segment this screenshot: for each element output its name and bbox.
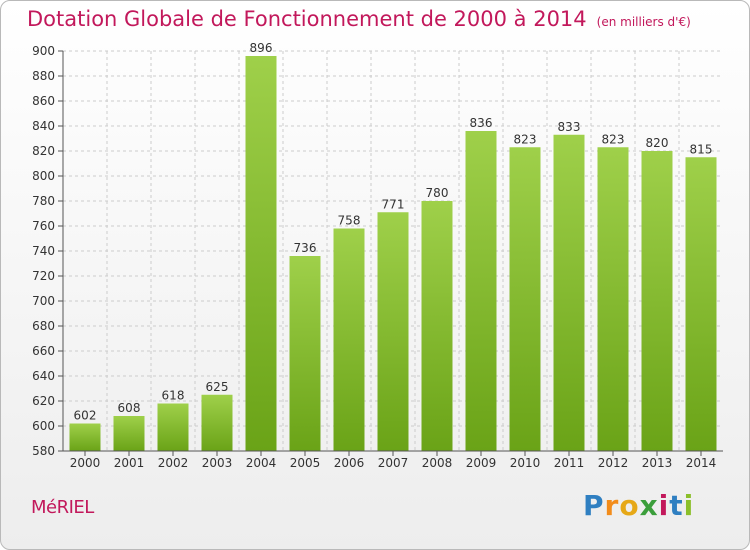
y-tick-label: 840 xyxy=(32,119,55,133)
y-tick-label: 880 xyxy=(32,69,55,83)
y-tick-label: 900 xyxy=(32,44,55,58)
y-tick-label: 600 xyxy=(32,419,55,433)
x-tick-label-2012: 2012 xyxy=(598,456,629,470)
y-tick-label: 580 xyxy=(32,444,55,458)
x-tick-label-2002: 2002 xyxy=(158,456,189,470)
logo-letter: i xyxy=(658,489,670,522)
bar-2013 xyxy=(641,151,673,451)
y-tick-label: 680 xyxy=(32,319,55,333)
logo-letter: i xyxy=(683,489,695,522)
logo-letter: r xyxy=(604,489,620,522)
data-label-2012: 823 xyxy=(602,132,625,146)
bar-2014 xyxy=(685,157,717,451)
data-label-2006: 758 xyxy=(338,214,361,228)
logo-letter: t xyxy=(669,489,684,522)
bar-2009 xyxy=(465,131,497,451)
bar-2001 xyxy=(113,416,145,451)
data-label-2008: 780 xyxy=(426,186,449,200)
y-tick-label: 860 xyxy=(32,94,55,108)
data-label-2000: 602 xyxy=(74,409,97,423)
y-tick-label: 780 xyxy=(32,194,55,208)
x-tick-label-2001: 2001 xyxy=(114,456,145,470)
y-tick-label: 740 xyxy=(32,244,55,258)
chart-title-text: Dotation Globale de Fonctionnement de 20… xyxy=(27,7,587,31)
logo-letter: o xyxy=(619,489,640,522)
data-label-2009: 836 xyxy=(470,116,493,130)
data-label-2005: 736 xyxy=(294,241,317,255)
bar-2000 xyxy=(69,423,101,451)
logo-letter: P xyxy=(583,489,605,522)
bar-2004 xyxy=(245,56,277,451)
x-tick-label-2013: 2013 xyxy=(642,456,673,470)
data-label-2007: 771 xyxy=(382,197,405,211)
data-label-2010: 823 xyxy=(514,132,537,146)
data-label-2011: 833 xyxy=(558,120,581,134)
proxiti-logo[interactable]: Proxiti xyxy=(583,489,694,522)
y-tick-label: 620 xyxy=(32,394,55,408)
data-labels: 602 608 618 625 896 736 758 771 780 836 823 833 823 8… xyxy=(74,41,713,423)
bar-2012 xyxy=(597,147,629,451)
bar-2002 xyxy=(157,403,189,451)
data-label-2013: 820 xyxy=(646,136,669,150)
y-tick-label: 720 xyxy=(32,269,55,283)
x-tick-label-2006: 2006 xyxy=(334,456,365,470)
chart-unit: (en milliers d'€) xyxy=(596,15,691,29)
bar-2010 xyxy=(509,147,541,451)
x-tick-label-2004: 2004 xyxy=(246,456,277,470)
bar-2007 xyxy=(377,212,409,451)
axes: 580 600 620 640 660 680 700 720 740 760 780 800 820 8… xyxy=(32,44,723,470)
x-tick-label-2009: 2009 xyxy=(466,456,497,470)
bar-2005 xyxy=(289,256,321,451)
bar-2008 xyxy=(421,201,453,451)
data-label-2001: 608 xyxy=(118,401,141,415)
y-tick-label: 700 xyxy=(32,294,55,308)
y-tick-label: 820 xyxy=(32,144,55,158)
x-tick-label-2010: 2010 xyxy=(510,456,541,470)
data-label-2004: 896 xyxy=(250,41,273,55)
y-tick-label: 800 xyxy=(32,169,55,183)
data-label-2003: 625 xyxy=(206,380,229,394)
bars xyxy=(69,56,717,451)
chart-title: Dotation Globale de Fonctionnement de 20… xyxy=(27,7,691,31)
y-tick-label: 640 xyxy=(32,369,55,383)
bar-2006 xyxy=(333,228,365,451)
x-tick-label-2008: 2008 xyxy=(422,456,453,470)
bar-2011 xyxy=(553,134,585,451)
x-tick-label-2003: 2003 xyxy=(202,456,233,470)
y-tick-label: 660 xyxy=(32,344,55,358)
y-tick-label: 760 xyxy=(32,219,55,233)
x-tick-label-2007: 2007 xyxy=(378,456,409,470)
data-label-2014: 815 xyxy=(690,142,713,156)
logo-letter: x xyxy=(639,489,659,522)
data-label-2002: 618 xyxy=(162,389,185,403)
x-tick-label-2014: 2014 xyxy=(686,456,717,470)
commune-name: MéRIEL xyxy=(31,497,94,518)
x-tick-label-2000: 2000 xyxy=(70,456,101,470)
x-tick-label-2011: 2011 xyxy=(554,456,585,470)
x-tick-label-2005: 2005 xyxy=(290,456,321,470)
bar-2003 xyxy=(201,394,233,451)
